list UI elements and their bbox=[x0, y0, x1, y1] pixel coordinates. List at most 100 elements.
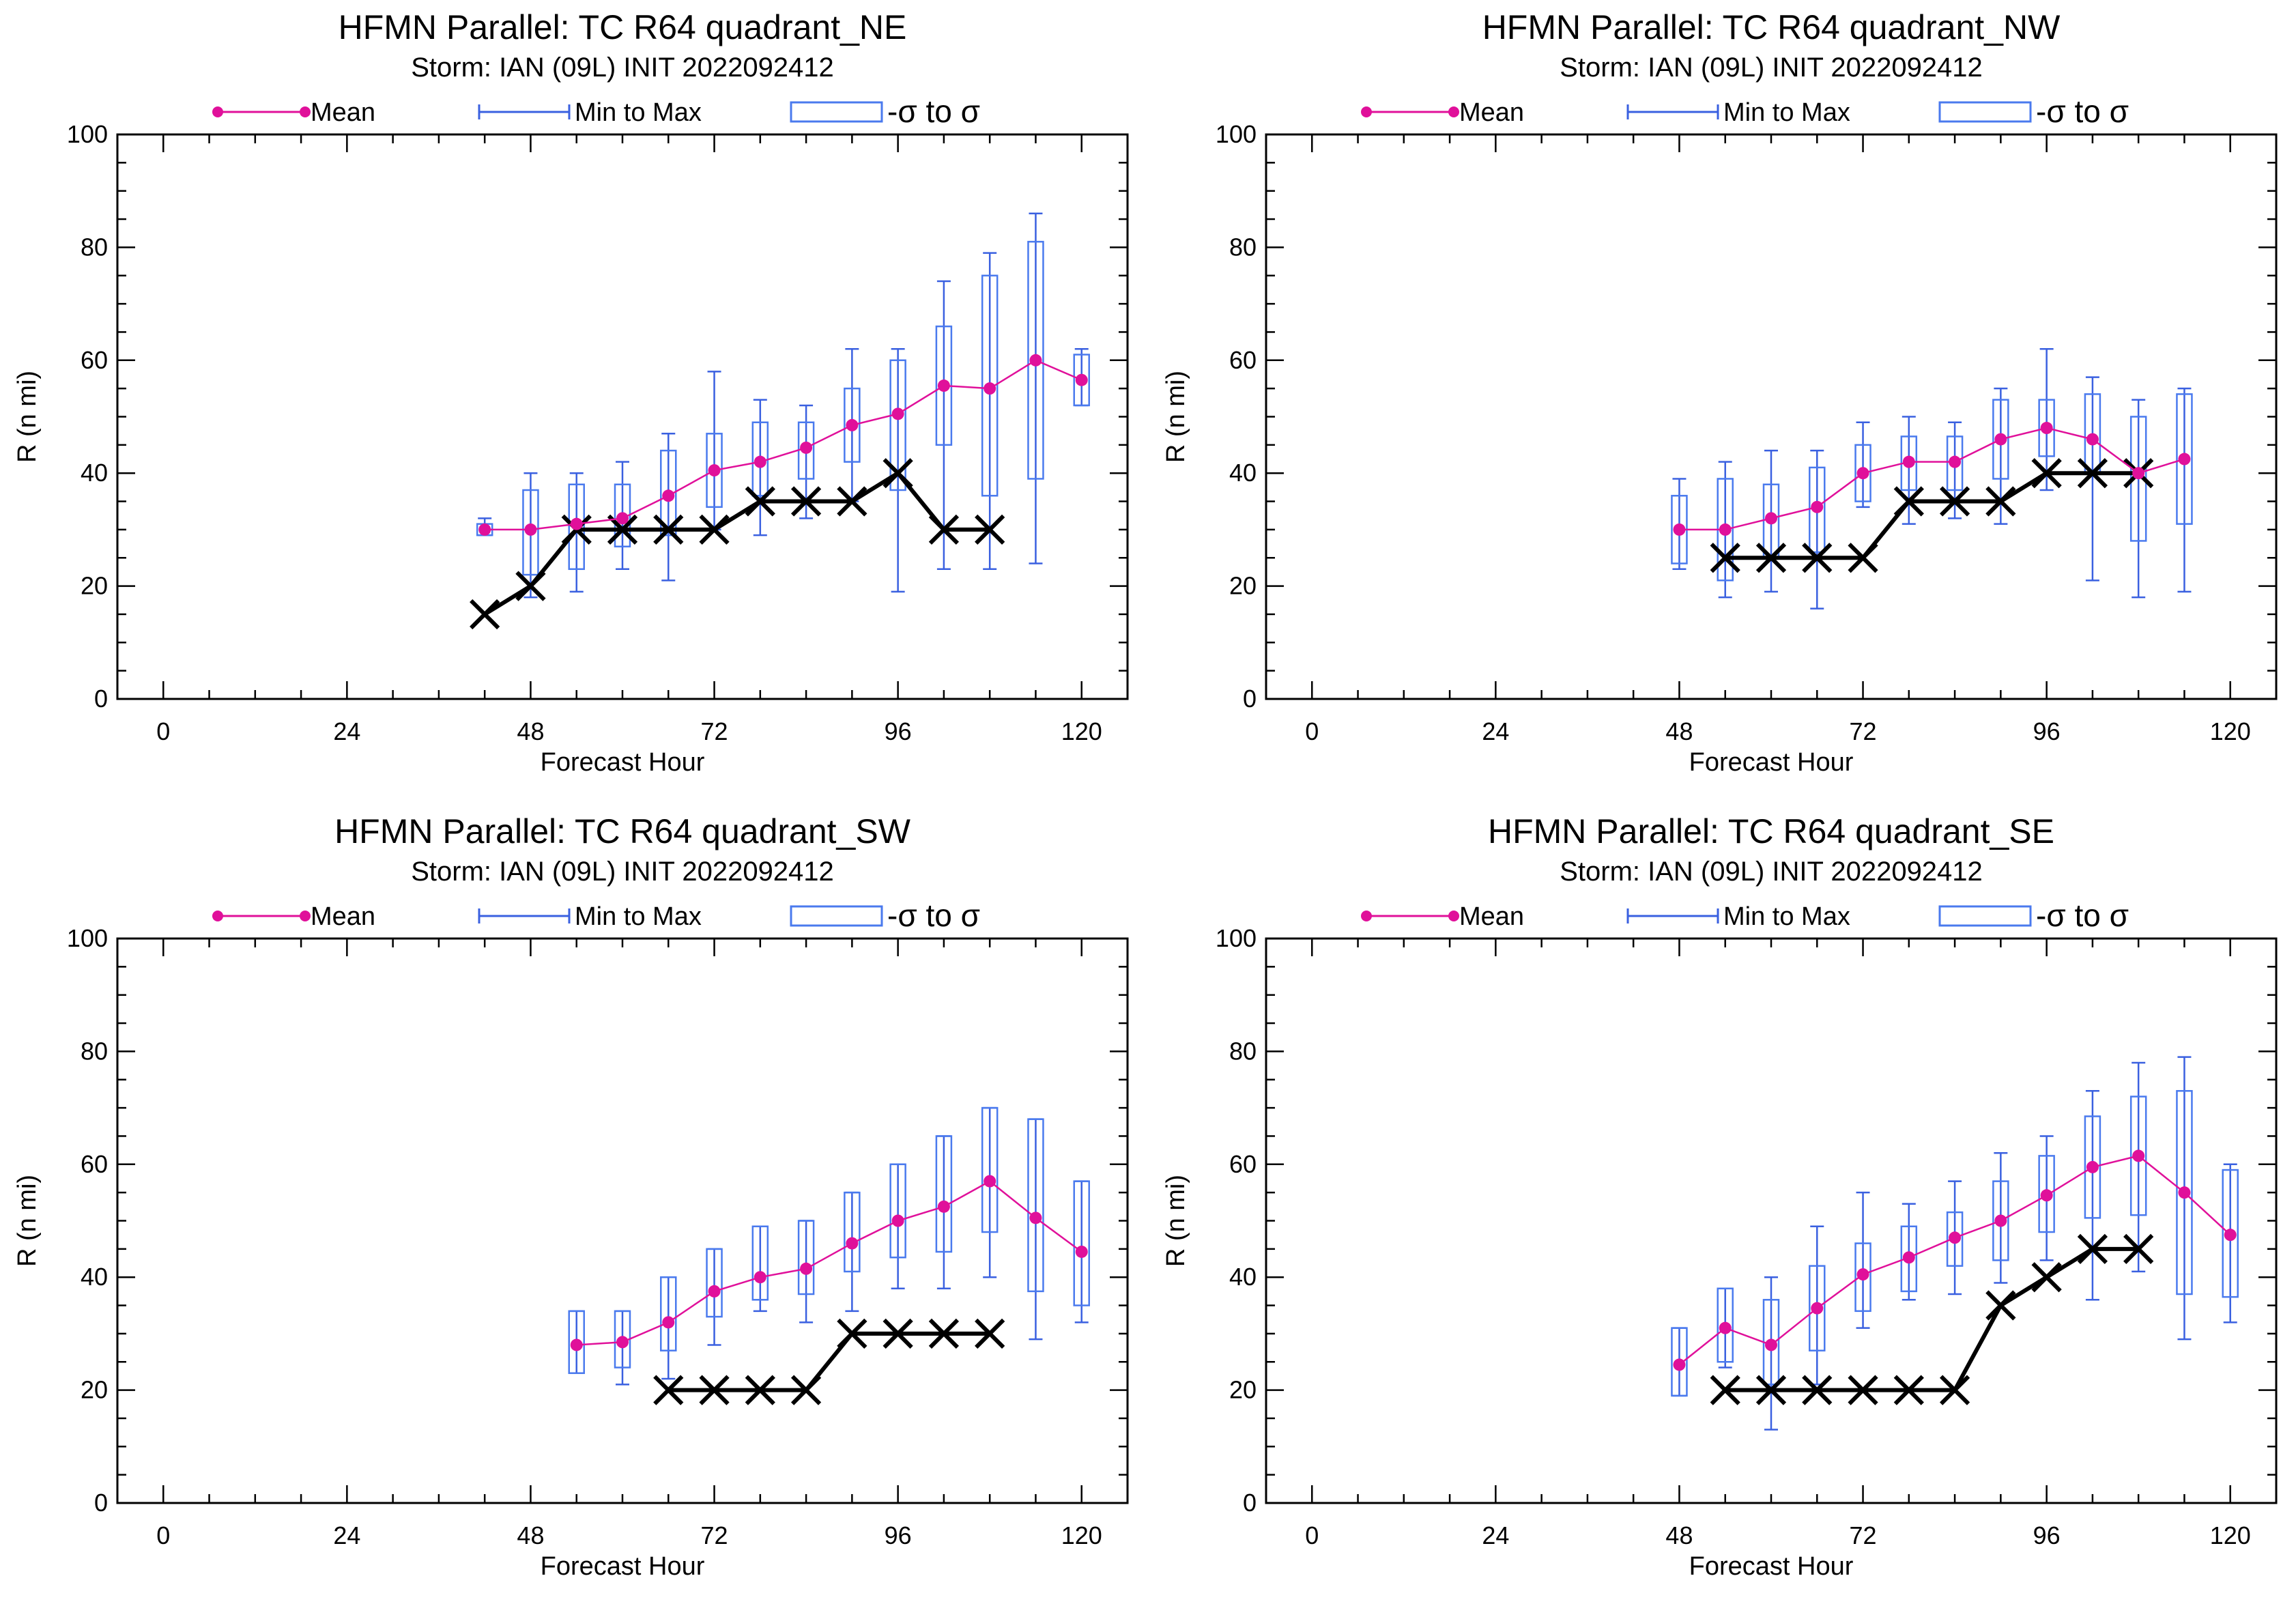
y-tick-label: 40 bbox=[81, 459, 108, 487]
y-tick-label: 100 bbox=[1216, 120, 1257, 148]
legend-sigma-box bbox=[1938, 101, 2032, 123]
sigma-box bbox=[1809, 466, 1826, 554]
minmax-series bbox=[1672, 348, 2192, 610]
verification-marker bbox=[2031, 1262, 2062, 1293]
chart-panel-1: HFMN Parallel: TC R64 quadrant_NE Storm: … bbox=[13, 8, 1129, 777]
mean-point bbox=[662, 489, 675, 502]
sigma-box bbox=[706, 1248, 723, 1318]
y-tick-label: 20 bbox=[81, 1376, 108, 1404]
verification-marker bbox=[607, 514, 638, 545]
mean-point bbox=[1994, 1214, 2007, 1227]
verification-line bbox=[668, 1331, 990, 1392]
sigma-box bbox=[1992, 399, 2009, 480]
chart-panel-2: HFMN Parallel: TC R64 quadrant_NW Storm: … bbox=[1162, 8, 2278, 777]
mean-point bbox=[1765, 512, 1777, 525]
legend-mean-marker bbox=[212, 106, 223, 117]
x-tick-label: 0 bbox=[1305, 717, 1319, 745]
minmax-series bbox=[478, 212, 1089, 599]
verification-marker bbox=[699, 514, 730, 545]
legend-minmax-label: Min to Max bbox=[1723, 902, 1850, 931]
verification-marker bbox=[928, 1318, 960, 1349]
x-tick-label: 24 bbox=[1482, 717, 1509, 745]
mean-point bbox=[1719, 1321, 1732, 1334]
verification-marker bbox=[470, 599, 500, 630]
verification-marker bbox=[1848, 1375, 1878, 1405]
mean-point bbox=[1856, 467, 1869, 480]
mean-point bbox=[1765, 1338, 1777, 1351]
verification-marker bbox=[975, 514, 1005, 545]
y-tick-label: 80 bbox=[81, 233, 108, 261]
mean-point bbox=[1811, 1302, 1824, 1315]
verification-line bbox=[483, 471, 990, 616]
x-axis-label: Forecast Hour bbox=[1689, 748, 1854, 777]
x-tick-label: 96 bbox=[885, 1521, 912, 1549]
mean-point bbox=[2086, 1160, 2099, 1173]
sigma-box bbox=[1717, 1287, 1734, 1363]
y-axis-label: R (n mi) bbox=[1162, 1175, 1190, 1267]
verification-marker bbox=[1710, 543, 1740, 573]
y-tick-label: 60 bbox=[81, 346, 108, 374]
x-tick-label: 120 bbox=[2210, 717, 2251, 745]
mean-line bbox=[485, 359, 1082, 531]
mean-point bbox=[478, 523, 491, 536]
sigma-box bbox=[935, 1135, 953, 1253]
verification-series bbox=[470, 458, 1005, 630]
x-tick-label: 72 bbox=[701, 1521, 728, 1549]
legend-mean-marker bbox=[1361, 106, 1372, 117]
sigma-box bbox=[2222, 1169, 2239, 1298]
chart-title: HFMN Parallel: TC R64 quadrant_NE bbox=[339, 8, 907, 46]
plot-frame bbox=[116, 133, 1129, 700]
sigma-box bbox=[568, 1310, 585, 1375]
legend-mean-label: Mean bbox=[311, 98, 375, 127]
legend-mean-marker bbox=[212, 911, 223, 921]
verification-marker bbox=[745, 486, 775, 517]
sigma-box bbox=[1854, 1242, 1871, 1313]
verification-marker bbox=[837, 1318, 867, 1349]
chart-panel-3: HFMN Parallel: TC R64 quadrant_SW Storm: … bbox=[13, 812, 1129, 1581]
mean-point bbox=[1029, 1212, 1042, 1225]
legend-mean-marker bbox=[300, 106, 311, 117]
legend: Mean Min to Max -σ to σ bbox=[1361, 898, 2129, 933]
axes: 0 20 40 60 80 100 0 24 48 72 96 120 Forecast Hour R (… bbox=[13, 924, 1128, 1581]
x-axis-label: Forecast Hour bbox=[1689, 1552, 1854, 1581]
sigma-box bbox=[660, 1276, 677, 1351]
mean-point bbox=[1994, 433, 2007, 446]
mean-point bbox=[754, 455, 766, 468]
y-tick-label: 100 bbox=[67, 120, 108, 148]
axes: 0 20 40 60 80 100 0 24 48 72 96 120 Forecast Hour R (… bbox=[1162, 924, 2276, 1581]
chart-subtitle: Storm: IAN (09L) INIT 2022092412 bbox=[411, 53, 834, 83]
x-tick-label: 72 bbox=[1850, 717, 1877, 745]
sigma-box bbox=[1671, 1327, 1688, 1397]
y-tick-label: 100 bbox=[1216, 924, 1257, 952]
verification-marker bbox=[1755, 543, 1787, 573]
mean-point bbox=[2178, 453, 2191, 466]
mean-point bbox=[891, 407, 904, 420]
mean-line bbox=[1679, 427, 2185, 531]
y-tick-label: 60 bbox=[81, 1150, 108, 1178]
mean-series bbox=[570, 1175, 1088, 1351]
sigma-series bbox=[568, 1106, 1090, 1375]
chart-title: HFMN Parallel: TC R64 quadrant_SW bbox=[334, 812, 911, 850]
mean-point bbox=[1673, 523, 1686, 536]
y-tick-label: 0 bbox=[94, 685, 108, 713]
y-tick-label: 40 bbox=[81, 1263, 108, 1291]
sigma-box bbox=[2038, 399, 2055, 457]
mean-point bbox=[1811, 500, 1824, 513]
y-tick-label: 40 bbox=[1229, 1263, 1257, 1291]
plot-frame bbox=[1265, 133, 2278, 700]
mean-point bbox=[984, 1175, 996, 1188]
verification-marker bbox=[1802, 543, 1833, 573]
sigma-box bbox=[2038, 1155, 2055, 1233]
y-tick-label: 100 bbox=[67, 924, 108, 952]
mean-point bbox=[846, 418, 859, 431]
x-tick-label: 72 bbox=[701, 717, 728, 745]
mean-series bbox=[1673, 1149, 2237, 1371]
mean-point bbox=[937, 379, 950, 392]
y-tick-label: 60 bbox=[1229, 346, 1257, 374]
mean-point bbox=[1673, 1358, 1686, 1371]
legend-minmax-label: Min to Max bbox=[575, 902, 702, 931]
chart-subtitle: Storm: IAN (09L) INIT 2022092412 bbox=[411, 857, 834, 887]
sigma-box bbox=[706, 433, 723, 509]
verification-marker bbox=[1939, 486, 1970, 517]
verification-marker bbox=[1848, 543, 1878, 573]
